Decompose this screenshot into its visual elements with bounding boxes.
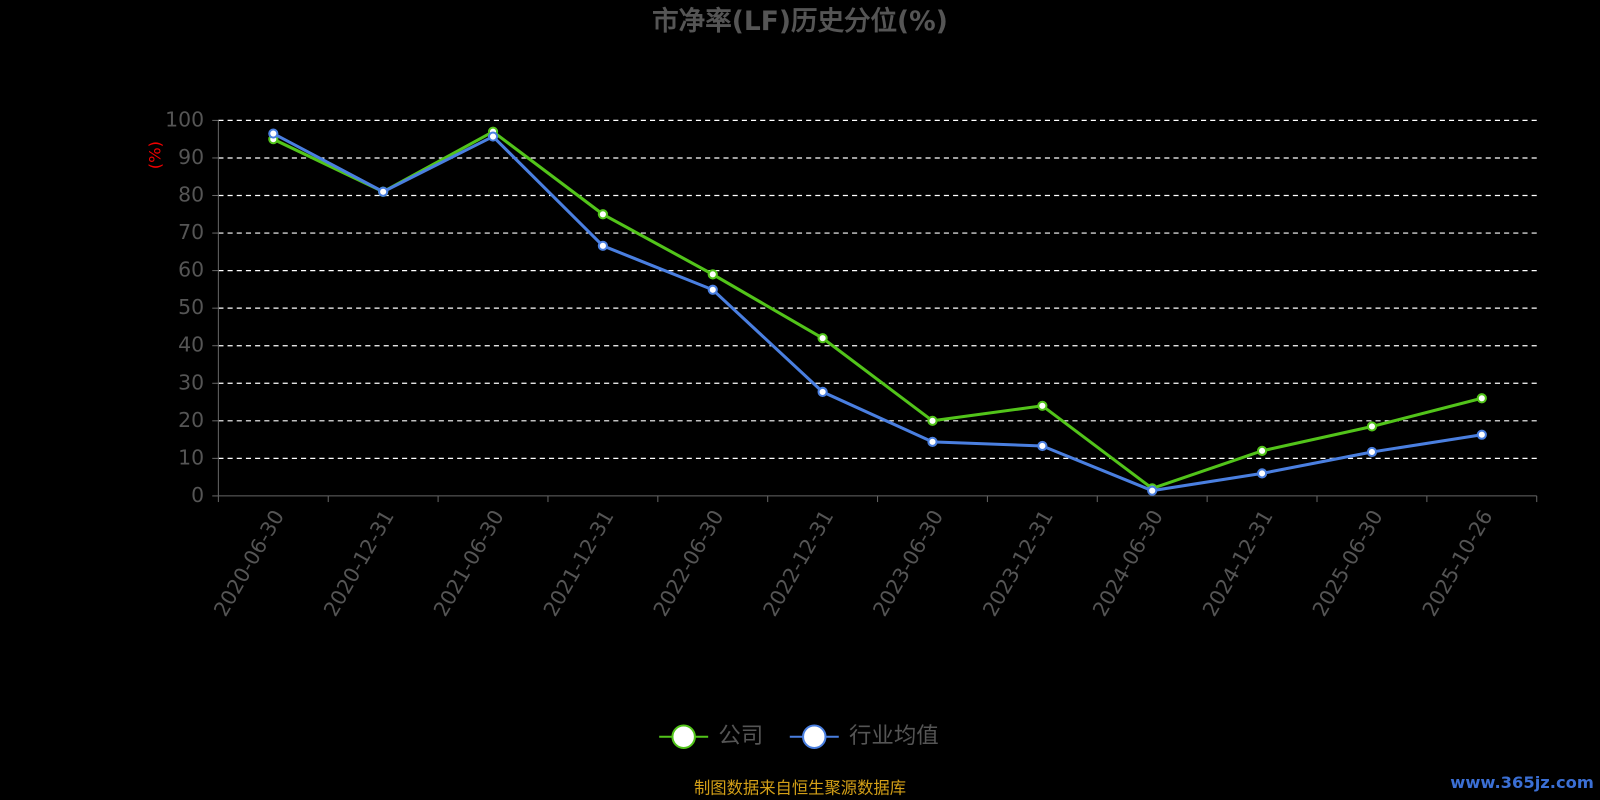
data-point — [1366, 446, 1378, 458]
y-tick-label: 90 — [178, 145, 204, 169]
source-note: 制图数据来自恒生聚源数据库 — [694, 778, 906, 797]
y-tick-label: 40 — [178, 333, 204, 357]
data-point — [487, 131, 499, 142]
y-tick-label: 20 — [178, 408, 204, 432]
y-tick-label: 0 — [191, 483, 204, 507]
data-point — [1366, 421, 1378, 432]
x-tick-label: 2022-06-30 — [648, 506, 728, 621]
data-point — [1476, 393, 1487, 404]
watermark: www.365jz.com — [1450, 773, 1594, 792]
data-point — [268, 128, 279, 139]
y-tick-label: 60 — [178, 258, 204, 282]
data-point — [1147, 485, 1158, 496]
x-tick-label: 2022-12-31 — [758, 506, 838, 621]
data-point — [817, 386, 828, 398]
y-tick-label: 80 — [178, 183, 204, 207]
legend-marker — [802, 724, 827, 749]
legend-item: 公司 — [659, 723, 763, 749]
x-tick-label: 2024-12-31 — [1198, 506, 1278, 621]
x-tick-label: 2025-10-26 — [1417, 506, 1497, 621]
data-point — [597, 209, 608, 220]
data-point — [707, 284, 718, 295]
data-point — [707, 269, 718, 280]
data-point — [378, 186, 389, 197]
y-tick-label: 70 — [178, 220, 204, 244]
legend-item: 行业均值 — [789, 723, 939, 749]
data-point — [1037, 400, 1048, 411]
x-tick-label: 2024-06-30 — [1088, 506, 1168, 621]
y-tick-label: 50 — [178, 295, 204, 319]
data-point — [1476, 429, 1487, 440]
x-tick-label: 2023-12-31 — [978, 506, 1058, 621]
x-tick-label: 2025-06-30 — [1308, 506, 1388, 621]
data-point — [597, 240, 608, 251]
legend-label: 行业均值 — [849, 723, 939, 749]
series-line — [272, 129, 1483, 491]
series-line — [272, 132, 1483, 493]
data-point — [927, 436, 938, 447]
x-tick-label: 2020-12-31 — [319, 506, 399, 621]
y-tick-label: 30 — [178, 370, 204, 394]
data-point — [817, 333, 828, 344]
data-point — [927, 415, 938, 426]
data-point — [1037, 440, 1048, 452]
x-tick-label: 2021-12-31 — [538, 506, 618, 621]
x-tick-label: 2021-06-30 — [429, 506, 509, 621]
legend-marker — [671, 724, 696, 749]
x-tick-label: 2020-06-30 — [209, 506, 289, 621]
y-tick-label: 100 — [165, 107, 204, 131]
y-tick-label: 10 — [178, 445, 204, 469]
x-tick-label: 2023-06-30 — [868, 506, 948, 621]
data-point — [1256, 468, 1268, 479]
chart-title: 市净率(LF)历史分位(%) — [652, 6, 948, 37]
legend-label: 公司 — [718, 723, 763, 749]
y-axis-label: (%) — [146, 141, 165, 169]
data-point — [1256, 445, 1268, 456]
